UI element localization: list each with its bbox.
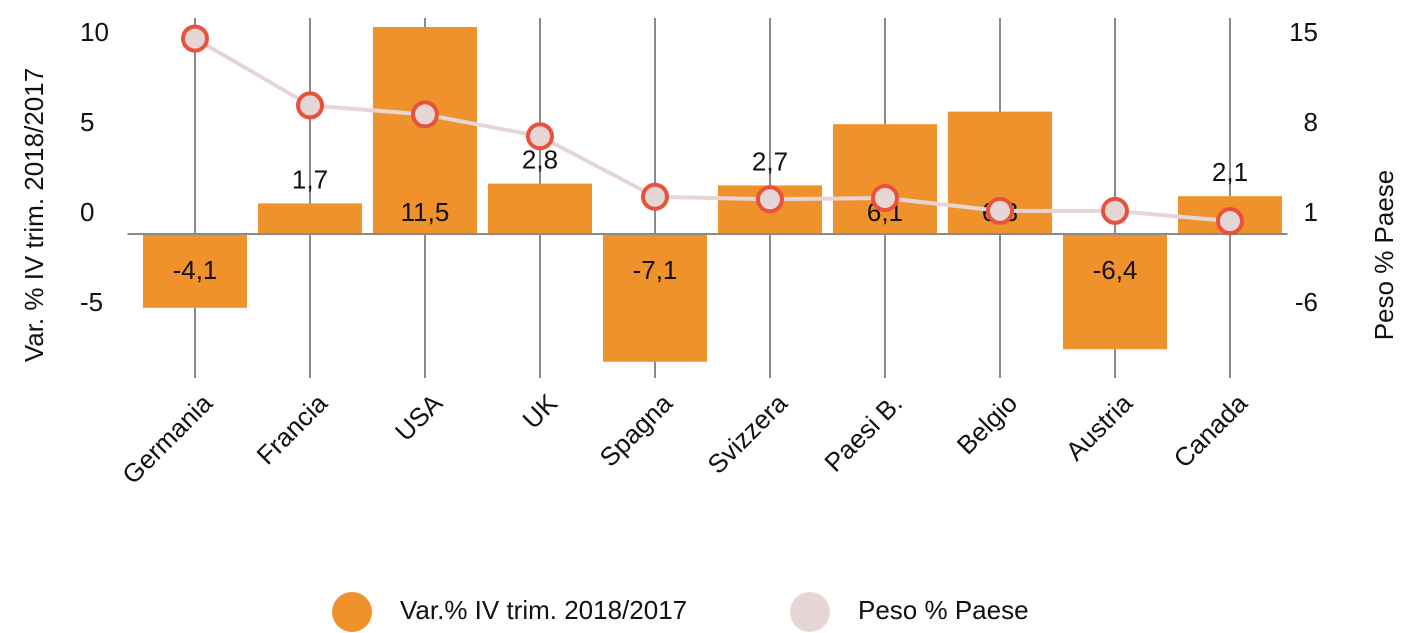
data-label: -4,1 xyxy=(173,255,218,285)
legend-swatch xyxy=(332,592,372,632)
bar xyxy=(1063,234,1167,350)
marker xyxy=(641,182,669,211)
marker xyxy=(1101,196,1129,225)
y2-tick-label: 15 xyxy=(1289,17,1318,47)
y2-tick-label: 1 xyxy=(1304,197,1318,227)
x-tick-label: USA xyxy=(389,387,448,446)
data-label: -6,4 xyxy=(1093,255,1138,285)
x-tick-label: Austria xyxy=(1060,388,1139,467)
legend-label: Peso % Paese xyxy=(858,595,1029,625)
marker xyxy=(871,184,899,212)
bar xyxy=(488,183,592,234)
bar xyxy=(258,203,362,234)
y2-axis-title: Peso % Paese xyxy=(1369,170,1399,341)
y2-tick-label: 8 xyxy=(1304,107,1318,137)
x-tick-label: Spagna xyxy=(593,388,678,473)
legend-label: Var.% IV trim. 2018/2017 xyxy=(400,595,687,625)
bar xyxy=(143,234,247,308)
x-tick-label: Paesi B. xyxy=(818,388,908,478)
y-tick-label: 5 xyxy=(80,107,94,137)
legend-swatch xyxy=(790,592,830,632)
bar xyxy=(833,124,937,234)
y-axis-title: Var. % IV trim. 2018/2017 xyxy=(19,68,49,362)
data-label: -7,1 xyxy=(633,255,678,285)
y-tick-label: 10 xyxy=(80,17,109,47)
marker xyxy=(296,91,324,120)
y2-tick-label: -6 xyxy=(1295,287,1318,317)
marker xyxy=(986,196,1014,225)
x-tick-label: Francia xyxy=(251,388,334,471)
x-tick-label: UK xyxy=(516,387,563,434)
y-tick-label: -5 xyxy=(80,287,103,317)
data-label: 11,5 xyxy=(401,197,450,227)
y-tick-label: 0 xyxy=(80,197,94,227)
data-label: 2,7 xyxy=(752,146,788,176)
bar xyxy=(373,27,477,234)
x-tick-label: Canada xyxy=(1167,388,1253,474)
marker xyxy=(526,122,554,151)
marker xyxy=(1216,207,1244,236)
marker xyxy=(181,24,209,53)
x-tick-label: Svizzera xyxy=(701,388,793,480)
data-label: 1,7 xyxy=(292,164,328,194)
marker xyxy=(411,100,439,129)
data-label: 2,1 xyxy=(1212,157,1248,187)
x-tick-label: Germania xyxy=(116,388,218,490)
bar xyxy=(603,234,707,362)
line xyxy=(193,36,1231,224)
x-tick-label: Belgio xyxy=(951,388,1023,460)
marker xyxy=(756,185,784,214)
